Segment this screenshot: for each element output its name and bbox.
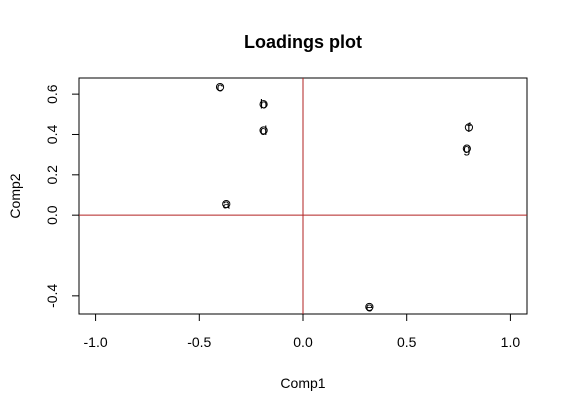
- x-tick-label: 0.0: [293, 334, 313, 350]
- point-d: d: [259, 123, 268, 138]
- point-f: f: [464, 120, 474, 135]
- point-label: d: [260, 123, 267, 138]
- y-axis-label: Comp2: [7, 173, 23, 218]
- x-axis: -1.0 -0.5 0.0 0.5 1.0: [84, 313, 521, 350]
- x-tick-label: 0.5: [397, 334, 417, 350]
- x-tick-label: 1.0: [501, 334, 521, 350]
- point-c: c: [215, 80, 225, 95]
- point-label: g: [463, 141, 470, 156]
- y-tick-label: 0.0: [44, 205, 60, 225]
- point-marker: [464, 123, 474, 132]
- x-tick-label: -1.0: [84, 334, 108, 350]
- point-marker: [222, 199, 231, 209]
- reference-lines: [79, 78, 527, 314]
- point-label: b: [260, 97, 267, 112]
- point-marker: [259, 126, 268, 135]
- chart-title: Loadings plot: [244, 32, 362, 52]
- x-axis-label: Comp1: [280, 375, 325, 391]
- point-b: b: [259, 97, 268, 112]
- point-label: c: [217, 80, 224, 95]
- y-tick-label: 0.2: [44, 165, 60, 185]
- y-axis: -0.4 0.0 0.2 0.4 0.6: [44, 84, 80, 308]
- point-marker: [215, 82, 225, 92]
- point-marker: [462, 144, 471, 153]
- point-a: a: [222, 197, 231, 212]
- point-marker: [259, 100, 268, 109]
- y-tick-label: 0.4: [44, 125, 60, 145]
- x-tick-label: -0.5: [187, 334, 211, 350]
- point-g: g: [462, 141, 471, 156]
- y-tick-label: -0.4: [44, 284, 60, 308]
- loading-points: a b c d e fg: [215, 80, 474, 314]
- point-label: e: [366, 299, 373, 314]
- y-tick-label: 0.6: [44, 84, 60, 104]
- point-e: e: [365, 299, 374, 314]
- point-label: f: [467, 120, 471, 135]
- point-marker: [365, 302, 374, 312]
- point-label: a: [223, 197, 231, 212]
